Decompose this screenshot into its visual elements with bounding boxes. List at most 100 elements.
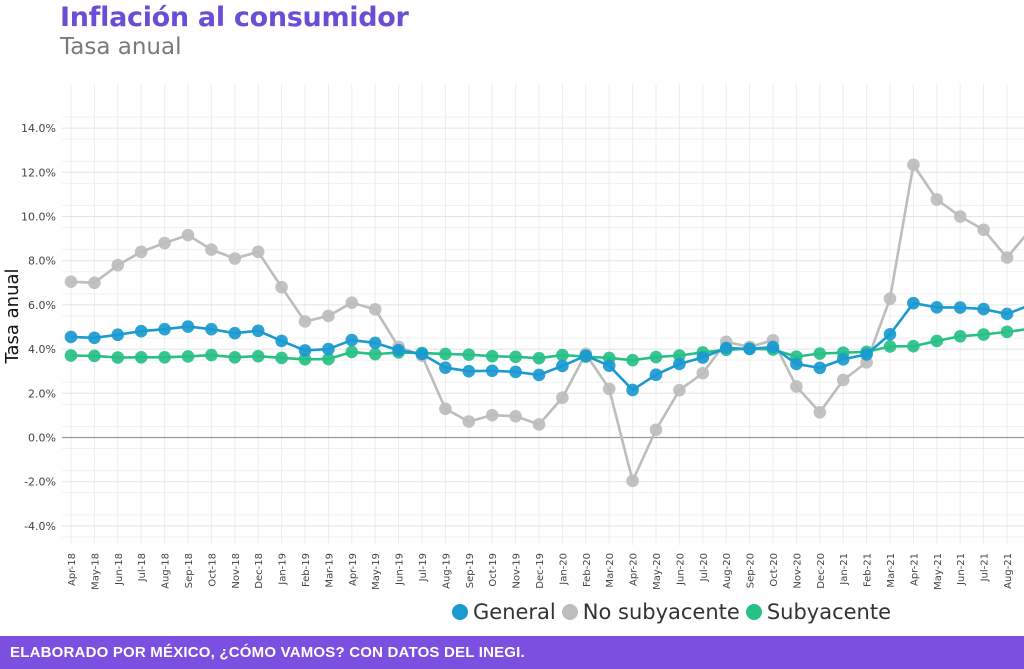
data-point-subyacente[interactable] xyxy=(64,349,78,362)
data-point-no-subyacente[interactable] xyxy=(883,292,897,306)
data-point-general[interactable] xyxy=(673,357,686,371)
data-point-general[interactable] xyxy=(626,383,639,397)
data-point-general[interactable] xyxy=(883,327,897,341)
data-point-no-subyacente[interactable] xyxy=(673,383,686,397)
data-point-no-subyacente[interactable] xyxy=(439,402,452,416)
data-point-subyacente[interactable] xyxy=(322,352,335,366)
data-point-subyacente[interactable] xyxy=(509,350,522,364)
data-point-subyacente[interactable] xyxy=(134,350,148,364)
legend-item-general[interactable]: General xyxy=(452,600,556,624)
data-point-general[interactable] xyxy=(158,322,171,336)
data-point-subyacente[interactable] xyxy=(883,340,897,353)
data-point-general[interactable] xyxy=(251,324,265,338)
data-point-general[interactable] xyxy=(205,322,218,336)
data-point-general[interactable] xyxy=(275,334,288,348)
data-point-general[interactable] xyxy=(88,331,101,345)
data-point-subyacente[interactable] xyxy=(88,349,101,363)
data-point-no-subyacente[interactable] xyxy=(649,423,663,437)
legend-item-no-subyacente[interactable]: No subyacente xyxy=(561,600,740,624)
data-point-general[interactable] xyxy=(977,302,990,316)
data-point-no-subyacente[interactable] xyxy=(134,245,148,259)
data-point-general[interactable] xyxy=(181,320,195,333)
data-point-no-subyacente[interactable] xyxy=(977,223,990,237)
data-point-no-subyacente[interactable] xyxy=(181,228,195,242)
data-point-general[interactable] xyxy=(345,333,359,347)
data-point-subyacente[interactable] xyxy=(181,350,195,363)
data-point-subyacente[interactable] xyxy=(907,339,920,353)
data-point-subyacente[interactable] xyxy=(158,350,171,364)
data-point-subyacente[interactable] xyxy=(275,351,288,365)
data-point-no-subyacente[interactable] xyxy=(158,236,171,250)
data-point-subyacente[interactable] xyxy=(228,350,242,364)
data-point-general[interactable] xyxy=(134,324,148,338)
data-point-general[interactable] xyxy=(953,301,967,314)
data-point-general[interactable] xyxy=(836,352,850,366)
data-point-no-subyacente[interactable] xyxy=(626,474,639,488)
data-point-no-subyacente[interactable] xyxy=(790,380,803,393)
data-point-general[interactable] xyxy=(696,351,710,364)
data-point-subyacente[interactable] xyxy=(345,345,359,359)
data-point-general[interactable] xyxy=(111,328,125,342)
data-point-no-subyacente[interactable] xyxy=(602,382,616,396)
data-point-subyacente[interactable] xyxy=(462,348,476,361)
data-point-general[interactable] xyxy=(860,348,873,361)
data-point-no-subyacente[interactable] xyxy=(228,252,242,265)
data-point-general[interactable] xyxy=(649,368,663,382)
data-point-subyacente[interactable] xyxy=(298,352,312,366)
data-point-subyacente[interactable] xyxy=(1000,325,1014,339)
data-point-subyacente[interactable] xyxy=(626,353,639,367)
data-point-general[interactable] xyxy=(392,343,405,357)
data-point-general[interactable] xyxy=(813,361,827,375)
data-point-no-subyacente[interactable] xyxy=(907,158,920,172)
data-point-general[interactable] xyxy=(1000,307,1014,321)
data-point-subyacente[interactable] xyxy=(556,348,569,362)
data-point-general[interactable] xyxy=(509,365,522,379)
data-point-no-subyacente[interactable] xyxy=(111,258,125,272)
data-point-general[interactable] xyxy=(719,341,733,355)
data-point-no-subyacente[interactable] xyxy=(64,275,78,288)
data-point-general[interactable] xyxy=(228,326,242,340)
data-point-subyacente[interactable] xyxy=(532,351,546,365)
data-point-general[interactable] xyxy=(64,330,78,344)
data-point-general[interactable] xyxy=(579,349,593,363)
data-point-general[interactable] xyxy=(532,368,546,382)
data-point-subyacente[interactable] xyxy=(368,347,382,361)
data-point-subyacente[interactable] xyxy=(439,347,452,361)
data-point-subyacente[interactable] xyxy=(111,351,125,364)
data-point-no-subyacente[interactable] xyxy=(696,366,710,380)
data-point-no-subyacente[interactable] xyxy=(322,309,335,323)
data-point-no-subyacente[interactable] xyxy=(205,243,218,256)
data-point-general[interactable] xyxy=(556,359,569,373)
data-point-general[interactable] xyxy=(743,342,756,356)
data-point-general[interactable] xyxy=(298,344,312,357)
data-point-general[interactable] xyxy=(766,340,780,354)
data-point-no-subyacente[interactable] xyxy=(1000,251,1014,264)
data-point-general[interactable] xyxy=(322,342,335,356)
data-point-subyacente[interactable] xyxy=(930,334,944,348)
data-point-general[interactable] xyxy=(790,357,803,371)
legend-item-subyacente[interactable]: Subyacente xyxy=(745,600,891,624)
data-point-subyacente[interactable] xyxy=(205,348,218,362)
data-point-subyacente[interactable] xyxy=(649,350,663,364)
data-point-subyacente[interactable] xyxy=(953,329,967,343)
data-point-no-subyacente[interactable] xyxy=(509,409,522,423)
data-point-no-subyacente[interactable] xyxy=(298,315,312,328)
data-point-general[interactable] xyxy=(439,361,452,374)
data-point-no-subyacente[interactable] xyxy=(345,296,359,309)
data-point-general[interactable] xyxy=(930,301,944,314)
data-point-no-subyacente[interactable] xyxy=(532,418,546,431)
data-point-general[interactable] xyxy=(415,347,429,361)
data-point-general[interactable] xyxy=(462,364,476,378)
data-point-general[interactable] xyxy=(602,359,616,372)
data-point-general[interactable] xyxy=(368,336,382,350)
data-point-general[interactable] xyxy=(485,364,499,378)
data-point-subyacente[interactable] xyxy=(251,349,265,363)
data-point-no-subyacente[interactable] xyxy=(275,280,288,294)
data-point-no-subyacente[interactable] xyxy=(556,391,569,405)
data-point-no-subyacente[interactable] xyxy=(462,415,476,428)
data-point-no-subyacente[interactable] xyxy=(953,210,967,223)
data-point-no-subyacente[interactable] xyxy=(930,193,944,206)
data-point-no-subyacente[interactable] xyxy=(251,245,265,259)
data-point-no-subyacente[interactable] xyxy=(813,406,827,419)
data-point-subyacente[interactable] xyxy=(485,349,499,363)
